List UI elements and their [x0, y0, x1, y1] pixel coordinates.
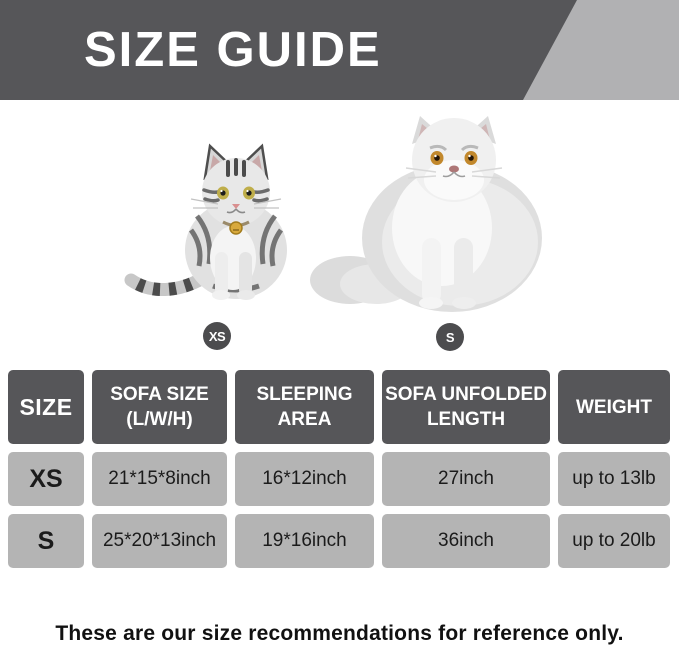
table-cell-xs-sleeping-area: 16*12inch [235, 452, 374, 506]
size-table: SIZE SOFA SIZE (L/W/H) SLEEPING AREA SOF… [8, 370, 670, 568]
size-badge-s: S [436, 323, 464, 351]
table-cell-s-weight: up to 20lb [558, 514, 670, 568]
header-label: SOFA UNFOLDED [385, 384, 547, 405]
header-label: SLEEPING [256, 384, 353, 405]
table-cell-s-sleeping-area: 19*16inch [235, 514, 374, 568]
header-cell-sleeping-area: SLEEPING AREA [235, 370, 374, 444]
table-cell-s-sofa-size: 25*20*13inch [92, 514, 227, 568]
banner-dark-shape [0, 0, 577, 100]
table-cell-s-unfolded-length: 36inch [382, 514, 550, 568]
persian-cat-photo [310, 116, 542, 312]
header-label: SOFA SIZE [110, 384, 209, 405]
header-cell-size: SIZE [8, 370, 84, 444]
size-badge-xs: XS [203, 322, 231, 350]
kitten-photo [124, 143, 287, 300]
header-label: AREA [277, 409, 332, 430]
table-cell-xs-weight: up to 13lb [558, 452, 670, 506]
header-label: SIZE [19, 393, 73, 420]
table-cell-xs-size: XS [8, 452, 84, 506]
table-cell-xs-unfolded-length: 27inch [382, 452, 550, 506]
table-cell-s-size: S [8, 514, 84, 568]
page-title: SIZE GUIDE [84, 23, 382, 77]
header-label: (L/W/H) [126, 409, 193, 430]
header-cell-unfolded-length: SOFA UNFOLDED LENGTH [382, 370, 550, 444]
header-cell-sofa-size: SOFA SIZE (L/W/H) [92, 370, 227, 444]
header-label: LENGTH [426, 409, 506, 430]
footer-note: These are our size recommendations for r… [55, 622, 624, 645]
header-cell-weight: WEIGHT [558, 370, 670, 444]
banner: SIZE GUIDE [0, 0, 679, 100]
table-cell-xs-sofa-size: 21*15*8inch [92, 452, 227, 506]
header-label: WEIGHT [576, 396, 652, 418]
